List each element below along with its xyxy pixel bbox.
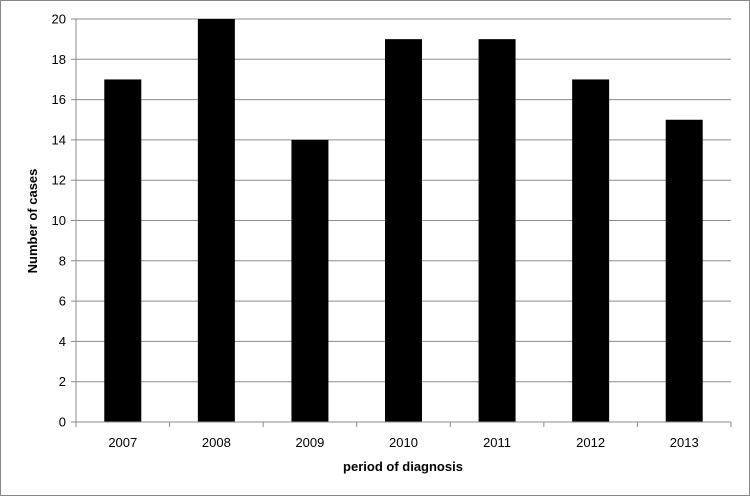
x-tick-labels: 2007 2008 2009 2010 2011 2012 2013 (108, 435, 698, 450)
bar-2009 (291, 139, 329, 422)
y-tick-label: 8 (59, 253, 66, 268)
x-tick-label: 2013 (670, 435, 699, 450)
x-tick-label: 2007 (108, 435, 137, 450)
y-tick-label: 18 (52, 52, 66, 67)
bar-2008 (197, 19, 235, 422)
bars (104, 19, 703, 423)
x-tick-label: 2011 (483, 435, 511, 450)
y-tick-label: 10 (52, 213, 66, 228)
y-tick-label: 16 (52, 92, 66, 107)
bar-2013 (665, 119, 703, 422)
x-tick-label: 2010 (389, 435, 418, 450)
x-tick-label: 2012 (576, 435, 605, 450)
bar-2012 (572, 79, 610, 422)
y-tick-label: 20 (52, 12, 66, 27)
y-tick-label: 0 (59, 415, 66, 430)
y-tick-labels: 0 2 4 6 8 10 12 14 16 18 20 (52, 12, 66, 430)
bar-2011 (478, 39, 516, 423)
y-tick-label: 12 (52, 173, 66, 188)
y-tick-label: 14 (52, 132, 66, 147)
y-tick-label: 2 (59, 374, 66, 389)
axes (71, 18, 732, 427)
bar-2007 (104, 79, 142, 422)
y-axis-title: Number of cases (25, 169, 40, 274)
x-tick-label: 2009 (295, 435, 324, 450)
x-tick-label: 2008 (202, 435, 231, 450)
x-axis-title: period of diagnosis (343, 459, 463, 474)
y-tick-label: 6 (59, 294, 66, 309)
y-tick-label: 4 (59, 334, 66, 349)
bar-2010 (385, 39, 422, 423)
